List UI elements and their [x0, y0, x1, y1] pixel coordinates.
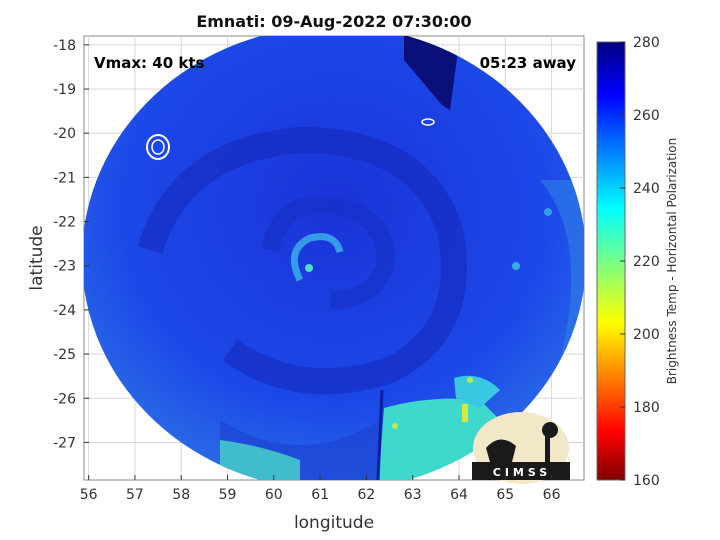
- y-tick-label: -20: [53, 126, 76, 142]
- x-tick-label: 65: [496, 487, 514, 503]
- x-tick-label: 56: [80, 487, 98, 503]
- x-tick-label: 63: [404, 487, 422, 503]
- colorbar-tick-label: 160: [633, 473, 660, 489]
- colorbar-tick-label: 260: [633, 108, 660, 124]
- colorbar-tick-label: 280: [633, 35, 660, 51]
- x-tick-label: 60: [265, 487, 283, 503]
- x-tick-label: 61: [311, 487, 329, 503]
- cimss-logo: CIMSS: [472, 412, 570, 484]
- x-tick-label: 66: [543, 487, 561, 503]
- x-axis-label: longitude: [294, 513, 374, 533]
- contour-north: [421, 118, 435, 126]
- y-axis: -18 -19 -20 -21 -22 -23 -24 -25 -26 -27: [53, 38, 89, 451]
- y-tick-label: -24: [53, 303, 76, 319]
- x-tick-label: 62: [357, 487, 375, 503]
- y-tick-label: -26: [53, 391, 76, 407]
- y-tick-label: -19: [53, 82, 76, 98]
- colorbar-tick-label: 220: [633, 254, 660, 270]
- colorbar-tick-label: 180: [633, 400, 660, 416]
- colorbar-label: Brightness Temp - Horizontal Polarizatio…: [665, 138, 679, 385]
- vmax-label: Vmax: 40 kts: [94, 54, 204, 72]
- x-tick-label: 58: [172, 487, 190, 503]
- contour-west: [146, 134, 170, 160]
- y-axis-label: latitude: [27, 225, 47, 290]
- x-axis: 56 57 58 59 60 61 62 63 64 65 66: [80, 475, 561, 503]
- y-tick-label: -21: [53, 170, 76, 186]
- y-tick-label: -18: [53, 38, 76, 54]
- colorbar-tick-label: 200: [633, 327, 660, 343]
- colorbar-tick-label: 240: [633, 181, 660, 197]
- y-tick-label: -23: [53, 259, 76, 275]
- y-tick-label: -25: [53, 347, 76, 363]
- y-tick-label: -22: [53, 215, 76, 231]
- x-tick-label: 57: [126, 487, 144, 503]
- logo-text: CIMSS: [493, 466, 551, 479]
- y-tick-label: -27: [53, 435, 76, 451]
- chart-title: Emnati: 09-Aug-2022 07:30:00: [196, 12, 471, 31]
- x-tick-label: 59: [219, 487, 237, 503]
- colorbar-ticks: 280 260 240 220 200 180 160: [620, 35, 660, 489]
- time-offset-label: 05:23 away: [480, 54, 577, 72]
- contour-west-inner: [151, 139, 165, 155]
- x-tick-label: 64: [450, 487, 468, 503]
